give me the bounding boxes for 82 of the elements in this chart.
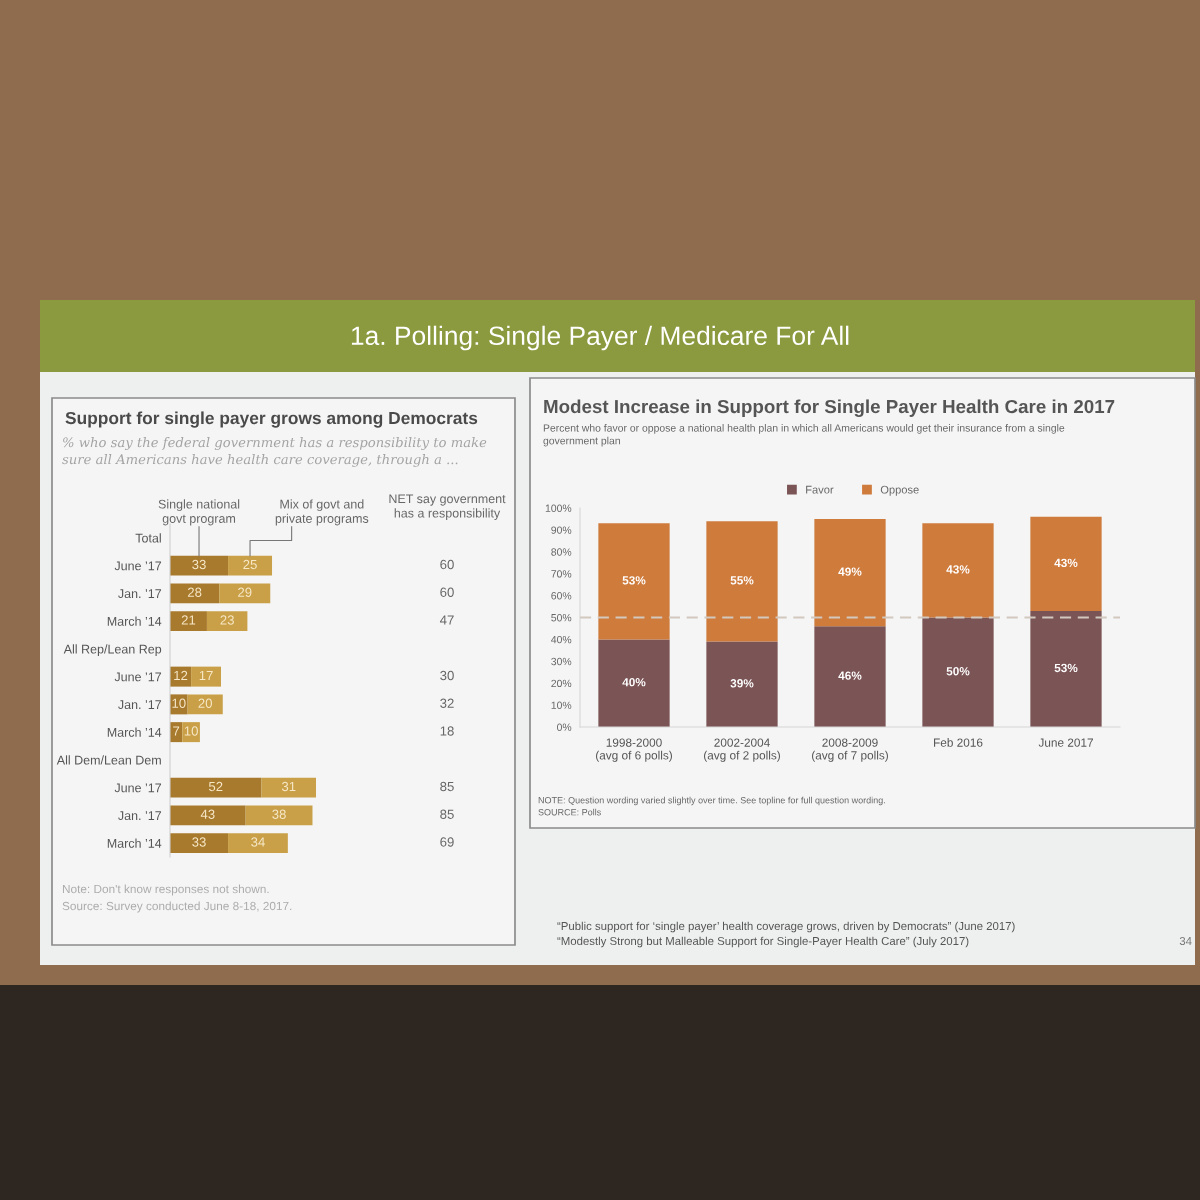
data-label: 43% <box>946 565 970 574</box>
data-label: 20 <box>198 698 212 708</box>
data-label: 55% <box>730 576 754 585</box>
y-tick-label: All Rep/Lean Rep <box>63 644 162 656</box>
y-tick-label: 100% <box>545 504 572 512</box>
text: “Public support for ‘single payer’ health coverage grows, driven by Democrats” (June 2017) <box>557 921 1015 933</box>
x-tick-label: 1998-2000 (avg of 6 polls) <box>596 738 672 762</box>
data-label: 17 <box>199 670 213 681</box>
chart-subtitle: % who say the federal government has a responsibility to make sure all Americans have health care coverage, through a ... <box>62 437 487 467</box>
data-label: 49% <box>838 567 862 576</box>
data-label: 18 <box>440 726 454 736</box>
data-label: 21 <box>181 615 196 625</box>
data-label: 29 <box>238 587 252 597</box>
x-tick-label: 2008-2009 (avg of 7 polls) <box>812 738 888 762</box>
y-tick-label: 70% <box>551 570 572 578</box>
y-tick-label: March ’14 <box>107 616 162 626</box>
data-label: 31 <box>281 781 296 792</box>
data-label: 50% <box>946 667 970 676</box>
data-label: 33 <box>192 837 206 847</box>
data-label: 53% <box>1054 663 1078 673</box>
data-label: 33 <box>192 559 206 570</box>
source-note: SOURCE: Polls <box>538 808 601 816</box>
chart-title: Modest Increase in Support for Single Payer Health Care in 2017 <box>544 399 1115 417</box>
y-tick-label: Jan. ’17 <box>118 589 162 599</box>
data-label: 10 <box>172 698 186 708</box>
legend-label: Oppose <box>880 485 919 496</box>
data-label: 85 <box>440 809 454 819</box>
x-tick-label: Feb 2016 <box>934 738 983 747</box>
data-label: 39% <box>730 679 754 688</box>
y-tick-label: 50% <box>551 614 572 622</box>
y-tick-label: June ’17 <box>114 672 162 682</box>
data-label: 47 <box>439 615 454 625</box>
y-tick-label: 60% <box>551 592 572 600</box>
text: “Modestly Strong but Malleable Support for Single-Payer Health Care” (July 2017) <box>557 936 969 948</box>
data-label: 30 <box>440 670 454 681</box>
text: 34 <box>1179 936 1192 946</box>
data-label: 12 <box>174 670 188 681</box>
text: Mix of govt and private programs <box>275 499 369 526</box>
y-tick-label: 90% <box>551 526 572 534</box>
x-tick-label: 2002-2004 (avg of 2 polls) <box>704 738 780 762</box>
y-tick-label: All Dem/Lean Dem <box>56 755 161 765</box>
data-label: 60 <box>440 587 454 597</box>
data-label: 60 <box>440 559 454 570</box>
x-tick-label: June 2017 <box>1038 738 1093 747</box>
data-label: 34 <box>251 837 265 847</box>
y-tick-label: 30% <box>551 657 572 666</box>
y-tick-label: Total <box>135 533 161 543</box>
y-tick-label: March ’14 <box>107 727 162 737</box>
y-tick-label: 40% <box>551 635 572 644</box>
data-label: 46% <box>838 671 862 680</box>
data-label: 43 <box>200 809 215 819</box>
text: Single national govt program <box>158 499 240 526</box>
data-label: 69 <box>440 837 454 847</box>
data-label: 10 <box>184 726 198 736</box>
y-tick-label: 20% <box>551 679 572 688</box>
legend-label: Favor <box>806 485 834 494</box>
data-label: 85 <box>440 781 454 792</box>
data-label: 32 <box>440 698 454 708</box>
text: 1a. Polling: Single Payer / Medicare For All <box>351 325 849 351</box>
text: Note: Don't know responses not shown. <box>62 884 269 896</box>
text: NOTE: Question wording varied slightly over time. See topline for full question wording. <box>538 796 885 806</box>
y-tick-label: Jan. ’17 <box>118 700 162 710</box>
data-label: 53% <box>622 576 646 585</box>
data-label: 52 <box>208 781 223 792</box>
y-tick-label: Jan. ’17 <box>118 811 162 821</box>
data-label: 28 <box>187 587 202 597</box>
chart-subtitle: Percent who favor or oppose a national health plan in which all Americans would get their insurance from a single government plan <box>543 424 1065 447</box>
y-tick-label: 10% <box>551 701 572 709</box>
data-label: 23 <box>220 615 234 625</box>
data-label: 25 <box>243 559 257 570</box>
y-tick-label: 0% <box>557 723 572 731</box>
data-label: 43% <box>1054 558 1078 568</box>
y-tick-label: March ’14 <box>107 838 162 848</box>
data-label: 7 <box>173 726 180 736</box>
y-tick-label: 80% <box>551 548 572 556</box>
chart-title: Support for single payer grows among Democrats <box>65 411 478 428</box>
y-tick-label: June ’17 <box>114 783 162 793</box>
data-label: 40% <box>622 678 646 687</box>
y-tick-label: June ’17 <box>114 561 162 571</box>
text: NET say government has a responsibility <box>389 494 506 521</box>
data-label: 38 <box>272 809 286 819</box>
source-note: Source: Survey conducted June 8-18, 2017. <box>62 901 292 913</box>
